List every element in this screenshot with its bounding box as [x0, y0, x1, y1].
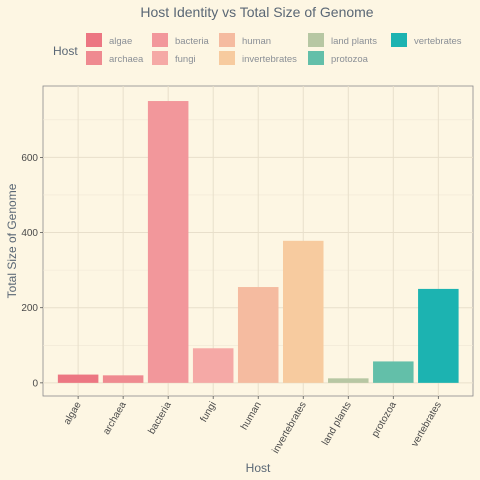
bar-archaea: [102, 375, 144, 383]
legend-label: bacteria: [175, 36, 210, 47]
x-tick-label: invertebrates: [270, 400, 308, 456]
legend-swatch: [86, 33, 102, 47]
x-tick-label: human: [239, 400, 264, 432]
x-tick-label: fungi: [198, 400, 218, 424]
x-tick-label: archaea: [101, 400, 129, 437]
bar-bacteria: [147, 101, 189, 383]
legend-label: fungi: [175, 54, 196, 65]
legend-label: vertebrates: [414, 36, 462, 47]
bar-human: [237, 287, 279, 383]
legend-label: human: [242, 36, 271, 47]
y-tick-label: 0: [32, 378, 38, 389]
bar-land-plants: [328, 378, 369, 383]
grid: [43, 86, 473, 396]
y-axis: 0 200 400 600: [21, 153, 43, 389]
legend-swatch: [152, 33, 168, 47]
x-tick-label: protozoa: [370, 400, 399, 440]
legend-swatch: [391, 33, 407, 47]
x-tick-label: bacteria: [146, 400, 174, 437]
y-tick-label: 600: [21, 153, 38, 164]
y-tick-label: 400: [21, 228, 38, 239]
legend-title: Host: [53, 44, 78, 58]
bar-invertebrates: [282, 240, 324, 383]
x-tick-label: algae: [62, 400, 84, 427]
x-axis: algae archaea bacteria fungi human invertebra…: [62, 396, 444, 456]
legend-label: archaea: [109, 54, 144, 65]
x-tick-label: vertebrates: [409, 400, 444, 449]
legend-swatch: [308, 51, 324, 65]
x-tick-label: land plants: [320, 400, 354, 447]
bar-algae: [57, 374, 99, 383]
legend-swatch: [219, 51, 235, 65]
x-axis-title: Host: [246, 461, 271, 475]
legend-swatch: [308, 33, 324, 47]
legend-label: invertebrates: [242, 54, 297, 65]
legend-swatch: [219, 33, 235, 47]
bar-protozoa: [373, 361, 414, 383]
legend-swatch: [152, 51, 168, 65]
y-tick-label: 200: [21, 303, 38, 314]
legend-label: protozoa: [331, 54, 369, 65]
legend-label: land plants: [331, 36, 377, 47]
legend-swatch: [86, 51, 102, 65]
bar-fungi: [192, 348, 234, 383]
bars: [57, 101, 459, 383]
bar-vertebrates: [418, 288, 459, 383]
legend: Host algae archaea bacteria fungi human inver…: [53, 33, 462, 65]
legend-label: algae: [109, 36, 132, 47]
y-axis-title: Total Size of Genome: [5, 183, 19, 298]
chart-title: Host Identity vs Total Size of Genome: [140, 4, 373, 20]
